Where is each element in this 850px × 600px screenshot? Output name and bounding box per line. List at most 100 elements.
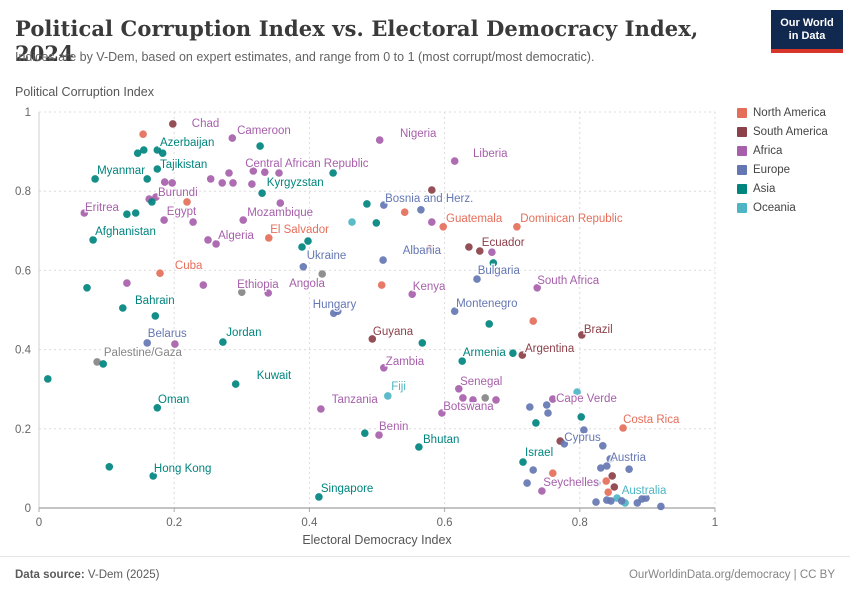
data-point[interactable] — [428, 186, 436, 194]
data-point[interactable] — [380, 364, 388, 372]
data-point[interactable] — [607, 497, 615, 505]
data-point[interactable] — [225, 169, 233, 177]
data-point[interactable] — [519, 458, 527, 466]
data-point[interactable] — [481, 394, 490, 402]
data-point[interactable] — [199, 281, 208, 289]
data-point[interactable] — [438, 409, 446, 417]
data-point[interactable] — [160, 178, 169, 186]
data-point[interactable] — [239, 216, 247, 224]
data-point[interactable] — [329, 169, 337, 177]
data-point[interactable] — [610, 483, 619, 491]
data-point[interactable] — [485, 320, 494, 328]
data-point[interactable] — [183, 198, 191, 206]
data-point[interactable] — [619, 424, 627, 432]
data-point[interactable] — [492, 396, 500, 404]
data-point[interactable] — [168, 179, 176, 187]
data-point[interactable] — [83, 284, 91, 292]
data-point[interactable] — [140, 146, 148, 154]
data-point[interactable] — [206, 175, 215, 183]
data-point[interactable] — [384, 392, 392, 400]
data-point[interactable] — [476, 247, 484, 255]
data-point[interactable] — [599, 442, 607, 450]
data-point[interactable] — [334, 307, 342, 316]
data-point[interactable] — [455, 385, 463, 393]
data-point[interactable] — [219, 338, 227, 346]
data-point[interactable] — [160, 216, 168, 224]
data-point[interactable] — [377, 281, 386, 289]
legend-item-af[interactable]: Africa — [737, 141, 828, 160]
data-point[interactable] — [156, 269, 164, 278]
data-point[interactable] — [518, 351, 527, 359]
data-point[interactable] — [542, 401, 551, 409]
data-point[interactable] — [529, 317, 537, 325]
data-point[interactable] — [526, 403, 534, 411]
data-point[interactable] — [171, 340, 179, 348]
data-point[interactable] — [578, 331, 586, 339]
data-point[interactable] — [299, 263, 308, 271]
data-point[interactable] — [275, 169, 283, 177]
data-point[interactable] — [169, 120, 177, 128]
data-point[interactable] — [143, 339, 151, 347]
data-point[interactable] — [408, 290, 417, 299]
data-point[interactable] — [151, 312, 160, 320]
data-point[interactable] — [276, 199, 285, 207]
data-point[interactable] — [465, 243, 473, 251]
data-point[interactable] — [469, 396, 477, 404]
data-point[interactable] — [625, 465, 633, 474]
data-point[interactable] — [489, 259, 498, 267]
data-point[interactable] — [261, 168, 269, 176]
legend-item-sa[interactable]: South America — [737, 122, 828, 141]
data-point[interactable] — [317, 405, 325, 413]
data-point[interactable] — [361, 429, 369, 438]
data-point[interactable] — [91, 175, 99, 183]
data-point[interactable] — [93, 358, 101, 366]
data-point[interactable] — [258, 189, 266, 197]
legend-item-na[interactable]: North America — [737, 103, 828, 122]
data-point[interactable] — [602, 477, 610, 485]
data-point[interactable] — [315, 493, 323, 501]
data-point[interactable] — [229, 179, 237, 187]
data-point[interactable] — [265, 234, 273, 242]
legend-item-as[interactable]: Asia — [737, 179, 828, 198]
data-point[interactable] — [158, 149, 167, 157]
data-point[interactable] — [549, 469, 557, 478]
data-point[interactable] — [298, 243, 306, 251]
data-point[interactable] — [580, 426, 588, 434]
data-point[interactable] — [318, 270, 327, 278]
data-point[interactable] — [415, 443, 423, 451]
data-point[interactable] — [380, 201, 388, 209]
data-point[interactable] — [603, 462, 611, 470]
data-point[interactable] — [238, 288, 246, 297]
data-point[interactable] — [304, 237, 312, 245]
data-point[interactable] — [123, 210, 131, 218]
data-point[interactable] — [231, 380, 240, 388]
data-point[interactable] — [417, 206, 425, 214]
data-point[interactable] — [573, 388, 581, 396]
data-point[interactable] — [372, 219, 381, 227]
data-point[interactable] — [363, 200, 371, 208]
data-point[interactable] — [560, 440, 569, 448]
data-point[interactable] — [488, 248, 496, 256]
data-point[interactable] — [149, 472, 157, 480]
data-point[interactable] — [89, 236, 97, 244]
data-point[interactable] — [143, 175, 151, 183]
data-point[interactable] — [105, 463, 114, 471]
data-point[interactable] — [189, 218, 197, 226]
data-point[interactable] — [549, 395, 557, 403]
data-point[interactable] — [153, 404, 162, 412]
data-point[interactable] — [400, 208, 409, 216]
data-point[interactable] — [139, 130, 147, 138]
data-point[interactable] — [597, 464, 605, 472]
data-point[interactable] — [428, 218, 436, 226]
data-point[interactable] — [439, 223, 448, 231]
data-point[interactable] — [379, 256, 387, 264]
data-point[interactable] — [538, 487, 546, 495]
data-point[interactable] — [248, 180, 256, 188]
data-point[interactable] — [44, 375, 52, 383]
data-point[interactable] — [473, 275, 481, 283]
data-point[interactable] — [642, 494, 650, 502]
data-source-value[interactable]: V-Dem (2025) — [84, 569, 160, 581]
data-point[interactable] — [153, 165, 162, 173]
data-point[interactable] — [509, 349, 517, 358]
data-point[interactable] — [513, 223, 521, 231]
